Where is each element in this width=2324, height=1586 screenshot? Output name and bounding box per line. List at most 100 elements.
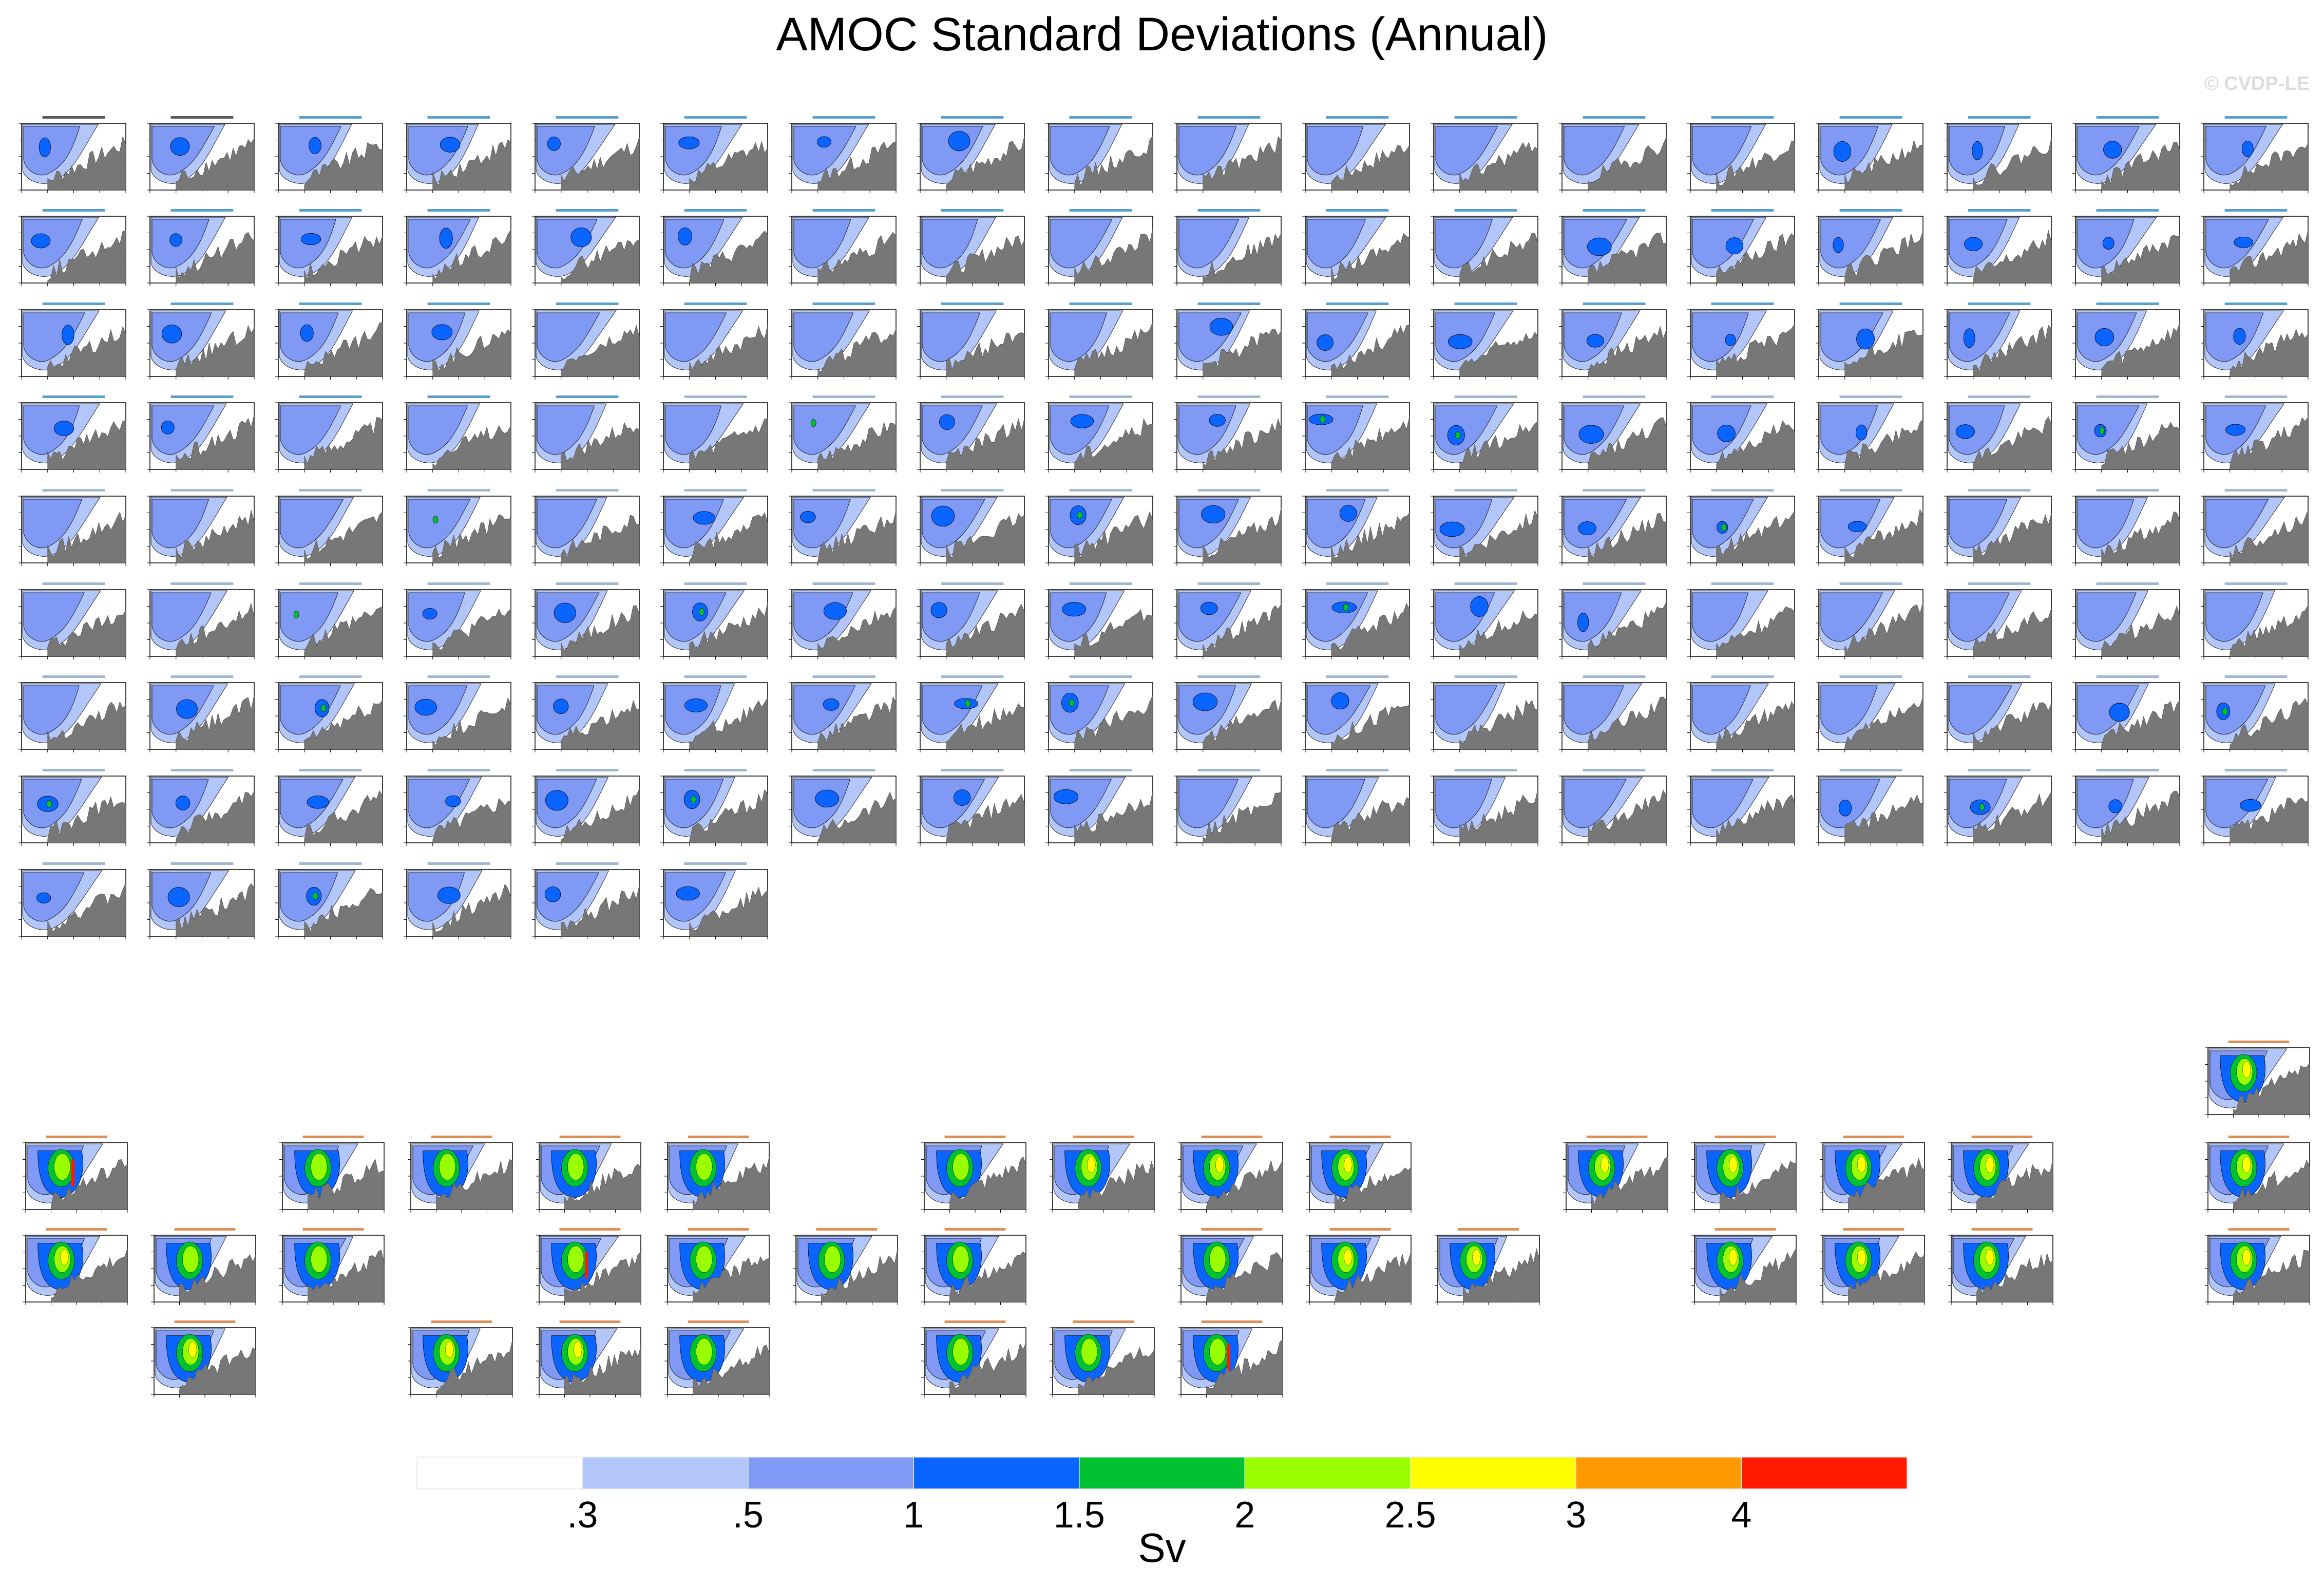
colorbar-swatch	[1575, 1457, 1742, 1489]
contour-core	[307, 796, 329, 809]
amoc-panel	[147, 395, 255, 473]
contour-fill	[1820, 405, 1878, 455]
amoc-panel	[1559, 769, 1667, 846]
colorbar-swatch	[748, 1457, 915, 1489]
contour-core	[54, 421, 74, 436]
bathymetry	[1459, 421, 1538, 470]
contour-2p5sv	[1209, 1338, 1226, 1366]
contour-core	[162, 325, 182, 344]
panel-title-mark	[1197, 395, 1261, 398]
contour-core	[1439, 521, 1465, 537]
panel-title-mark	[941, 582, 1004, 585]
panel-title-mark	[1711, 303, 1774, 305]
bathymetry	[1716, 510, 1795, 563]
contour-3sv	[1986, 1249, 1994, 1266]
bathymetry	[176, 790, 255, 843]
bathymetry	[1203, 603, 1282, 657]
contour-3sv	[2242, 1157, 2251, 1173]
amoc-panel	[1687, 395, 1795, 473]
amoc-panel	[536, 1136, 641, 1213]
contour-core	[678, 136, 700, 149]
contour-fill	[1178, 219, 1240, 269]
panel-title-mark	[684, 675, 747, 678]
amoc-panel	[660, 209, 768, 286]
bathymetry	[1973, 325, 2052, 377]
bathymetry	[1463, 1248, 1540, 1302]
panel-title-mark	[2096, 303, 2159, 305]
contour-core	[544, 886, 561, 902]
panel-title-mark	[1968, 395, 2031, 398]
amoc-panel	[917, 675, 1025, 752]
amoc-panel	[789, 395, 897, 473]
bathymetry	[179, 1347, 256, 1395]
contour-core	[161, 420, 175, 435]
contour-core	[422, 608, 437, 619]
amoc-panel	[1687, 303, 1795, 380]
contour-fill	[1820, 685, 1878, 735]
amoc-panel	[1050, 1320, 1155, 1398]
amoc-panel	[2072, 489, 2180, 566]
amoc-panel	[917, 209, 1025, 286]
bathymetry	[1331, 325, 1410, 377]
amoc-panel	[1944, 769, 2052, 846]
colorbar-swatch	[582, 1457, 749, 1489]
panel-title-mark	[1711, 116, 1774, 119]
contour-core	[1833, 237, 1844, 253]
contour-fill	[1435, 126, 1498, 176]
amoc-panel	[1687, 116, 1795, 193]
colorbar-swatch	[1409, 1457, 1576, 1489]
contour-fill	[1050, 126, 1110, 176]
bathymetry	[689, 697, 768, 750]
panel-title-mark	[1454, 395, 1517, 398]
bathymetry	[432, 329, 511, 377]
amoc-panel	[532, 675, 640, 752]
contour-3sv	[574, 1342, 582, 1358]
contour-core	[954, 789, 971, 806]
panel-title-mark	[299, 582, 362, 585]
amoc-panel	[275, 489, 383, 566]
contour-3sv	[1857, 1157, 1866, 1173]
contour-core	[545, 790, 568, 811]
contour-2p5sv	[182, 1245, 199, 1273]
contour-3sv	[60, 1249, 69, 1266]
panel-title-mark	[816, 1228, 878, 1231]
bathymetry	[2101, 234, 2180, 284]
panel-title-mark	[812, 303, 875, 305]
panel-title-mark	[2224, 582, 2288, 585]
bathymetry	[47, 326, 126, 377]
contour-core	[31, 233, 51, 249]
contour-fill	[280, 685, 341, 735]
contour-core	[167, 887, 190, 907]
bathymetry	[1206, 1160, 1283, 1210]
contour-core	[2225, 424, 2245, 436]
bathymetry	[817, 141, 897, 191]
bathymetry	[47, 701, 126, 750]
amoc-panel	[1559, 116, 1667, 193]
panel-title-mark	[174, 1320, 236, 1323]
panel-title-mark	[1968, 489, 2031, 492]
bathymetry	[176, 414, 255, 470]
amoc-panel	[1431, 769, 1538, 846]
amoc-panel	[404, 116, 511, 193]
bathymetry	[2233, 1062, 2310, 1115]
contour-core-2sv	[320, 704, 327, 712]
panel-title-mark	[427, 582, 490, 585]
panel-title-mark	[299, 489, 362, 492]
panel-title-mark	[941, 395, 1004, 398]
contour-core	[817, 136, 831, 148]
panel-title-mark	[1069, 395, 1132, 398]
panel-title-mark	[1843, 1136, 1904, 1138]
panel-title-mark	[1201, 1136, 1263, 1138]
contour-core-2sv	[1455, 431, 1461, 439]
panel-title-mark	[42, 862, 105, 865]
bathymetry	[47, 136, 126, 191]
amoc-panel	[917, 303, 1025, 380]
amoc-panel	[1559, 395, 1667, 473]
bathymetry	[1331, 797, 1410, 843]
bathymetry	[308, 1159, 385, 1210]
panel-title-mark	[1326, 769, 1389, 771]
bathymetry	[946, 604, 1025, 657]
contour-fill	[1820, 592, 1883, 642]
panel-title-mark	[2224, 116, 2288, 119]
